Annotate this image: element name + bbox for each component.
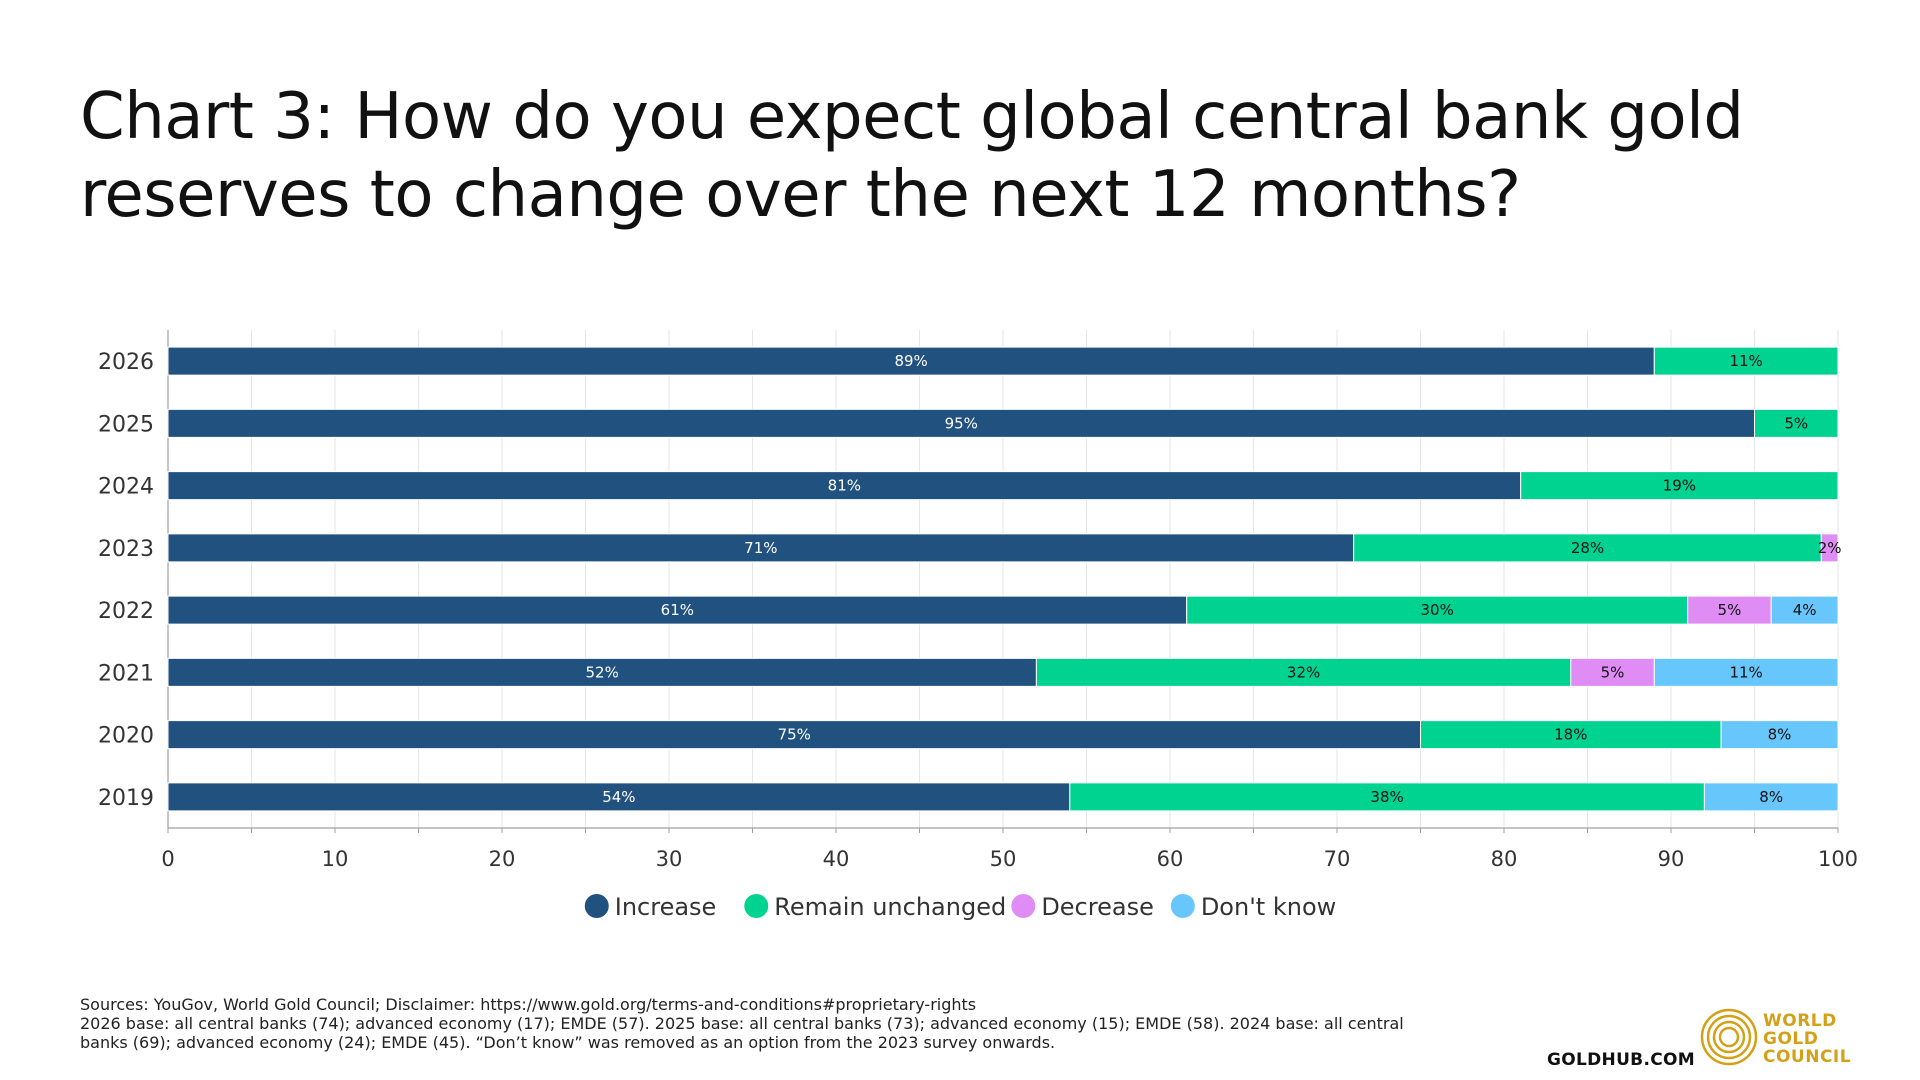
x-tick-label: 100 bbox=[1818, 847, 1858, 871]
x-tick-label: 70 bbox=[1324, 847, 1351, 871]
bar-segment[interactable] bbox=[167, 720, 1421, 750]
data-label: 2% bbox=[1818, 539, 1842, 557]
data-label: 4% bbox=[1793, 601, 1817, 619]
bar-segment[interactable] bbox=[1720, 720, 1839, 750]
bar-segment[interactable] bbox=[167, 471, 1522, 501]
bar-segment[interactable] bbox=[167, 533, 1355, 563]
stacked-bar-chart: 0 10 20 30 40 50 60 70 80 90 100 2026 89% 11% 2025 95% 5… bbox=[98, 330, 1858, 921]
data-label: 54% bbox=[602, 788, 635, 806]
data-label: 11% bbox=[1729, 352, 1762, 370]
x-tick-label: 20 bbox=[489, 847, 516, 871]
data-label: 8% bbox=[1768, 726, 1792, 744]
legend-label: Increase bbox=[615, 893, 717, 921]
data-label: 30% bbox=[1421, 601, 1454, 619]
x-tick-label: 60 bbox=[1157, 847, 1184, 871]
goldhub-link[interactable]: GOLDHUB.COM bbox=[1547, 1050, 1695, 1070]
logo-wordmark: WORLD GOLD COUNCIL bbox=[1763, 1012, 1851, 1066]
legend-marker bbox=[1011, 894, 1036, 918]
x-tick-label: 80 bbox=[1491, 847, 1518, 871]
bar-segment[interactable] bbox=[1069, 782, 1705, 812]
data-label: 19% bbox=[1663, 477, 1696, 495]
data-label: 61% bbox=[661, 601, 694, 619]
y-tick-label: 2020 bbox=[98, 724, 154, 749]
legend-label: Remain unchanged bbox=[774, 893, 1006, 921]
bar-segment[interactable] bbox=[1653, 346, 1839, 376]
legend-label: Decrease bbox=[1041, 893, 1154, 921]
logo-word-gold: GOLD bbox=[1763, 1029, 1819, 1049]
x-tick-label: 0 bbox=[161, 847, 174, 871]
data-label: 95% bbox=[945, 414, 978, 432]
bar-segment[interactable] bbox=[1754, 408, 1839, 438]
logo-word-world: WORLD bbox=[1763, 1011, 1837, 1031]
bar-segment[interactable] bbox=[1570, 657, 1655, 687]
data-label: 32% bbox=[1287, 663, 1320, 681]
footnote-base-line-1: 2026 base: all central banks (74); advan… bbox=[80, 1014, 1404, 1033]
bar-segment[interactable] bbox=[167, 782, 1071, 812]
bar-segment[interactable] bbox=[1703, 782, 1839, 812]
x-tick-label: 30 bbox=[656, 847, 683, 871]
bar-segment[interactable] bbox=[167, 408, 1755, 438]
bar-segment[interactable] bbox=[1687, 595, 1772, 625]
data-label: 8% bbox=[1759, 788, 1783, 806]
bar-segment[interactable] bbox=[1653, 657, 1839, 687]
data-label: 5% bbox=[1601, 663, 1625, 681]
footnote-base-line-2: banks (69); advanced economy (24); EMDE … bbox=[80, 1033, 1056, 1052]
y-tick-label: 2025 bbox=[98, 412, 154, 437]
x-tick-label: 90 bbox=[1658, 847, 1685, 871]
data-label: 18% bbox=[1554, 726, 1587, 744]
data-label: 71% bbox=[744, 539, 777, 557]
data-label: 11% bbox=[1729, 663, 1762, 681]
data-label: 5% bbox=[1784, 414, 1808, 432]
y-tick-label: 2019 bbox=[98, 786, 154, 811]
data-label: 52% bbox=[586, 663, 619, 681]
legend-marker bbox=[584, 894, 609, 918]
world-gold-council-logo: WORLD GOLD COUNCIL bbox=[1700, 1008, 1920, 1072]
y-tick-label: 2024 bbox=[98, 475, 154, 500]
bar-segment[interactable] bbox=[1353, 533, 1822, 563]
data-label: 28% bbox=[1571, 539, 1604, 557]
bar-segment[interactable] bbox=[1770, 595, 1839, 625]
legend-label: Don't know bbox=[1201, 893, 1336, 921]
bar-segment[interactable] bbox=[1035, 657, 1572, 687]
legend-marker bbox=[744, 894, 769, 918]
data-label: 5% bbox=[1718, 601, 1742, 619]
bar-segment[interactable] bbox=[167, 346, 1655, 376]
footnote-sources: Sources: YouGov, World Gold Council; Dis… bbox=[80, 995, 977, 1014]
data-label: 75% bbox=[778, 726, 811, 744]
y-tick-label: 2021 bbox=[98, 661, 154, 686]
bar-segment[interactable] bbox=[1820, 533, 1839, 563]
logo-word-council: COUNCIL bbox=[1763, 1047, 1852, 1067]
data-label: 38% bbox=[1370, 788, 1403, 806]
gold-rings-icon bbox=[1700, 1008, 1758, 1066]
x-tick-label: 40 bbox=[823, 847, 850, 871]
bar-segment[interactable] bbox=[167, 595, 1188, 625]
bar-segment[interactable] bbox=[1520, 471, 1839, 501]
data-label: 89% bbox=[894, 352, 927, 370]
bar-segment[interactable] bbox=[1420, 720, 1722, 750]
y-tick-label: 2022 bbox=[98, 599, 154, 624]
footnote: Sources: YouGov, World Gold Council; Dis… bbox=[80, 995, 1440, 1052]
data-label: 81% bbox=[828, 477, 861, 495]
x-tick-label: 50 bbox=[990, 847, 1017, 871]
chart-title: Chart 3: How do you expect global centra… bbox=[80, 80, 1744, 232]
legend-marker bbox=[1170, 894, 1195, 918]
y-tick-label: 2023 bbox=[98, 537, 154, 562]
x-tick-label: 10 bbox=[322, 847, 349, 871]
y-tick-label: 2026 bbox=[98, 350, 154, 375]
